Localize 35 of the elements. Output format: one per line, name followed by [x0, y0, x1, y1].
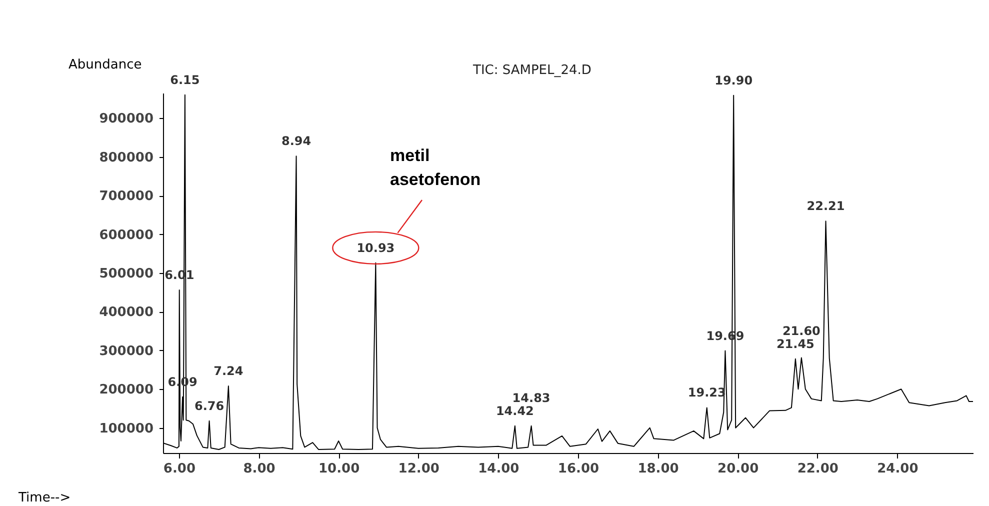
annotation: 6.76	[194, 398, 224, 413]
annotation: 22.21	[806, 199, 845, 214]
chart-title: TIC: SAMPEL_24.D	[472, 63, 592, 78]
y-tick-label: 800000	[99, 150, 154, 166]
y-tick-label: 100000	[99, 421, 154, 436]
x-tick-label: 20.00	[718, 462, 759, 476]
annotation: 7.24	[214, 364, 244, 378]
line-series	[163, 94, 973, 450]
x-axis-title: Time-->	[18, 490, 71, 506]
y-tick-label: 700000	[99, 189, 154, 204]
y-tick-label: 400000	[99, 305, 154, 320]
annotation: 6.15	[170, 72, 200, 87]
annotation: 19.90	[714, 73, 753, 88]
x-tick-label: 6.00	[163, 462, 196, 476]
x-tick-label: 12.00	[398, 462, 440, 476]
y-tick-label: 900000	[99, 112, 154, 127]
annotation: 14.83	[512, 390, 550, 405]
x-tick-label: 8.00	[243, 462, 276, 476]
y-axis-title: Abundance	[68, 58, 142, 72]
x-tick-label: 10.00	[318, 462, 360, 476]
annotation: 21.45	[776, 336, 814, 351]
annotation: 8.94	[281, 134, 312, 148]
y-tick-label: 500000	[99, 266, 154, 282]
x-tick-label: 16.00	[558, 462, 600, 476]
y-tick-label: 300000	[99, 344, 154, 359]
annotation: 21.60	[782, 324, 820, 338]
annotation: 14.42	[496, 404, 534, 418]
x-tick-label: 24.00	[877, 462, 918, 476]
annotation: metil asetofenon	[390, 146, 481, 189]
x-tick-label: 18.00	[638, 462, 679, 476]
x-tick-label: 14.00	[478, 462, 520, 476]
x-tick-label: 22.00	[797, 462, 838, 476]
annotation: 10.93	[356, 240, 395, 255]
y-tick-label: 200000	[99, 382, 154, 398]
y-tick-label: 600000	[99, 228, 154, 243]
